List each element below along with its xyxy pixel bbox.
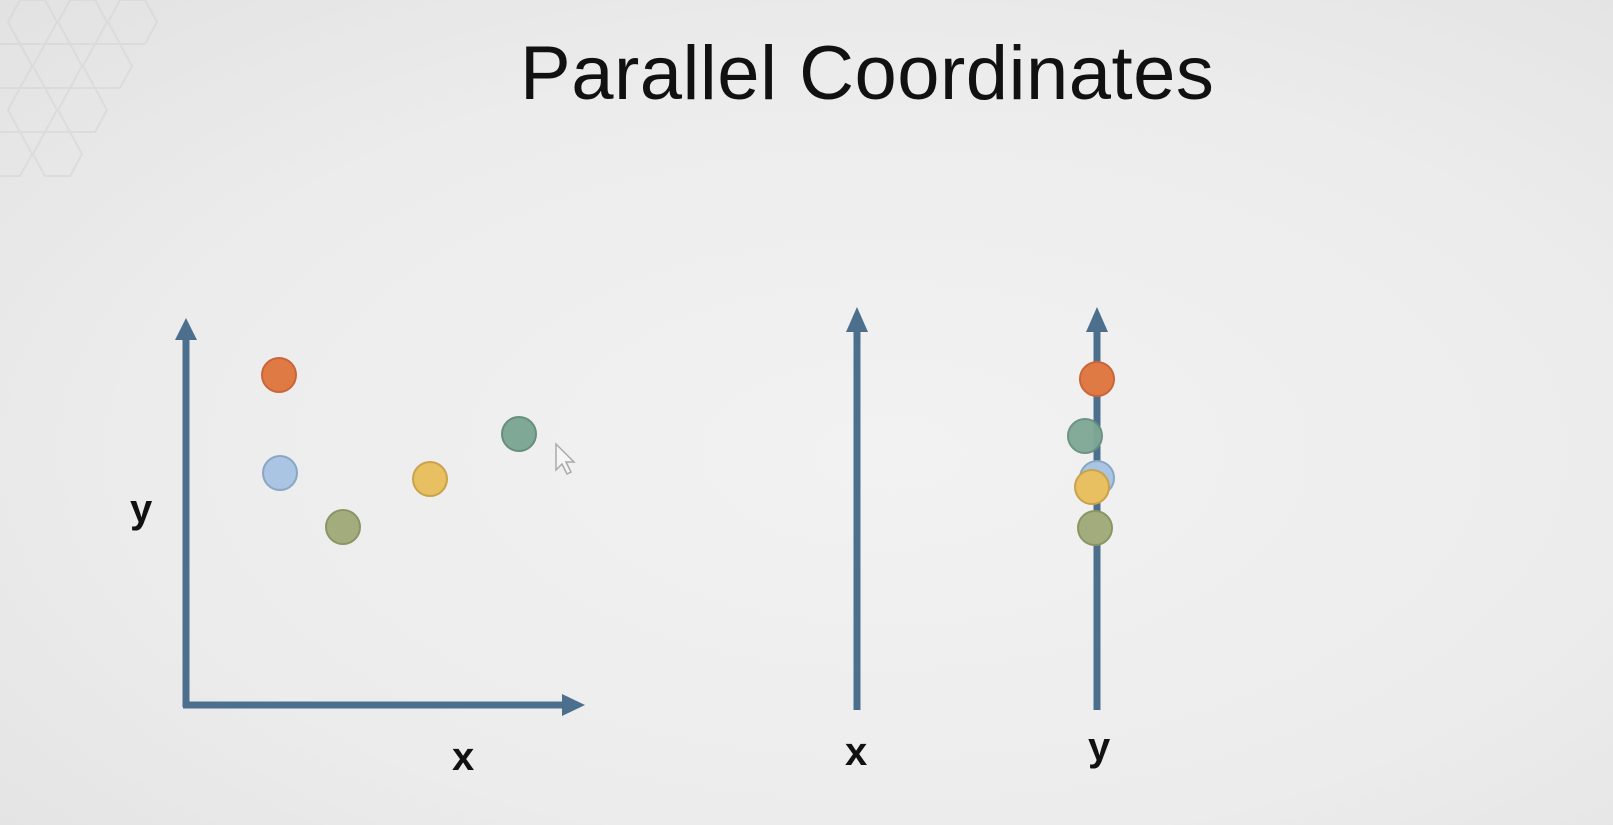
scatter-point-olive <box>325 509 361 545</box>
scatter-point-blue <box>262 455 298 491</box>
hexagon-pattern-decoration <box>0 0 159 177</box>
parallel-y-axis-arrowhead <box>1086 307 1108 332</box>
scatter-point-teal <box>501 416 537 452</box>
parallel-x-axis-arrowhead <box>846 307 868 332</box>
parallel-y-axis-label: y <box>1088 725 1111 769</box>
scatter-y-axis-arrowhead <box>175 318 197 340</box>
parallel-x-axis-label: x <box>845 730 867 774</box>
slide-title: Parallel Coordinates <box>520 31 1215 116</box>
mouse-cursor-icon <box>555 442 576 476</box>
parallel-coordinates: x y <box>845 307 1115 774</box>
parallel-point-teal <box>1067 418 1103 454</box>
scatter-plot: y x <box>130 318 585 779</box>
scatter-point-yellow <box>412 461 448 497</box>
scatter-y-axis-label: y <box>130 487 153 531</box>
scatter-point-orange <box>261 357 297 393</box>
scatter-x-axis-label: x <box>452 735 474 779</box>
parallel-point-yellow <box>1074 469 1110 505</box>
parallel-point-olive <box>1077 510 1113 546</box>
scatter-x-axis-arrowhead <box>562 694 585 716</box>
parallel-point-orange <box>1079 361 1115 397</box>
